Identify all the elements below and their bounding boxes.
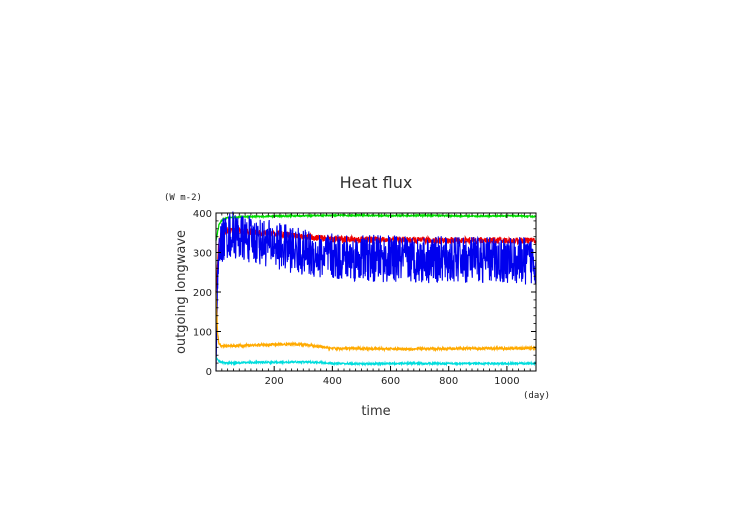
- y-tick-label-4: 400: [193, 209, 212, 220]
- x-unit-label: (day): [523, 391, 550, 401]
- series-line-3: [215, 211, 537, 372]
- x-tick-label-4: 1000: [494, 376, 519, 387]
- series-line-4: [215, 291, 537, 353]
- x-tick-label-0: 200: [265, 376, 284, 387]
- x-tick-label-3: 800: [439, 376, 458, 387]
- series-line-1: [215, 212, 537, 241]
- y-tick-label-0: 0: [206, 367, 212, 378]
- y-unit-label: (W m-2): [164, 193, 202, 203]
- y-tick-label-1: 100: [193, 328, 212, 339]
- y-tick-label-3: 300: [193, 249, 212, 260]
- x-tick-label-1: 400: [323, 376, 342, 387]
- y-tick-label-2: 200: [193, 288, 212, 299]
- plot-frame: [215, 212, 537, 372]
- x-axis-label: time: [361, 404, 390, 419]
- y-axis-label: outgoing longwave: [174, 230, 189, 354]
- series-layer: [215, 211, 537, 372]
- x-tick-label-2: 600: [381, 376, 400, 387]
- series-line-5: [215, 356, 537, 367]
- chart-title: Heat flux: [340, 173, 413, 192]
